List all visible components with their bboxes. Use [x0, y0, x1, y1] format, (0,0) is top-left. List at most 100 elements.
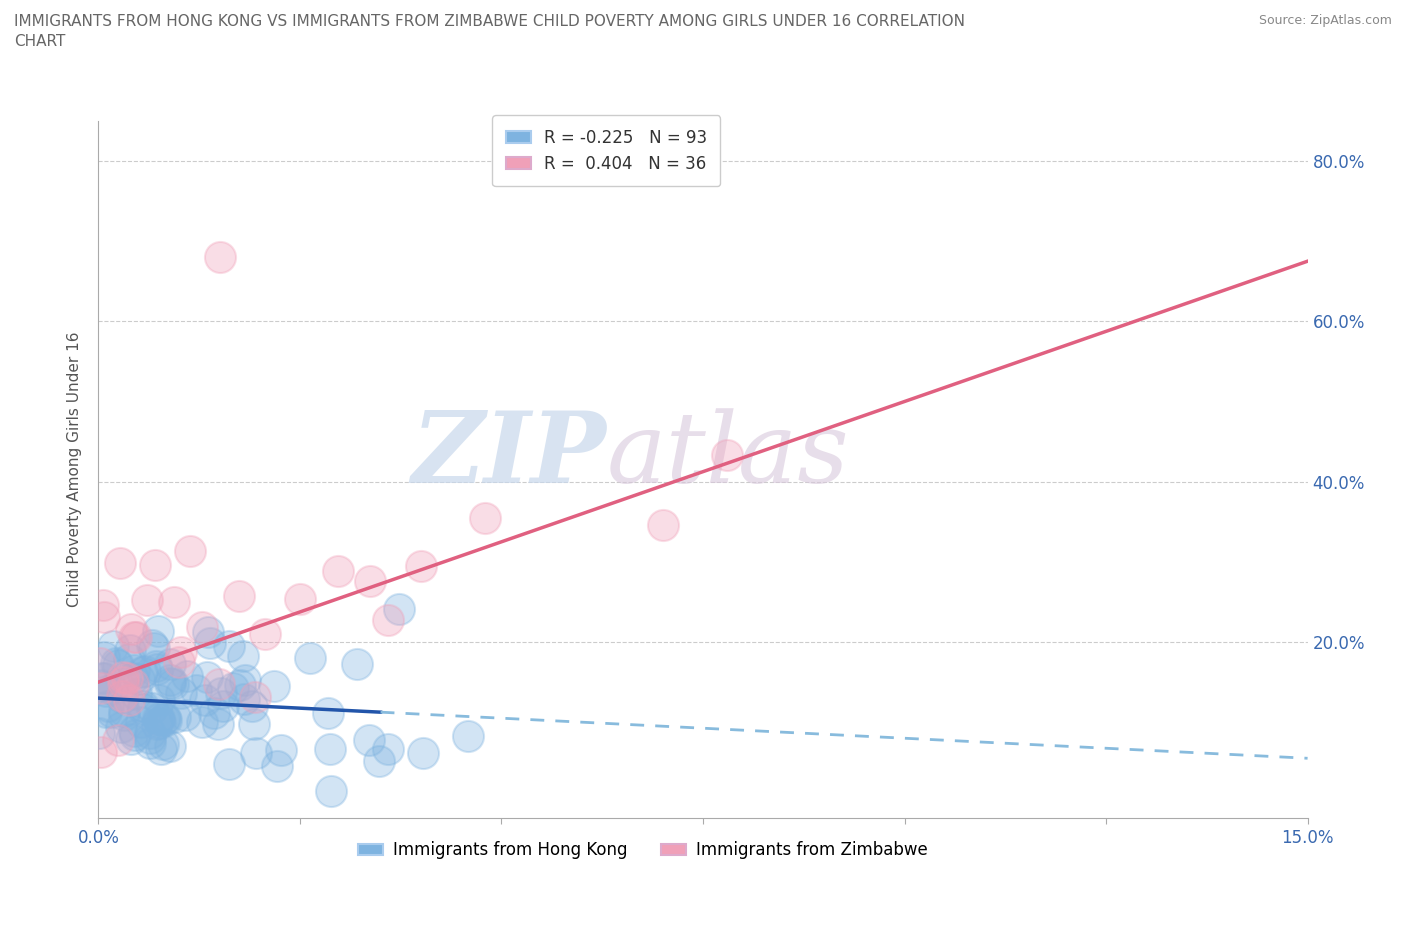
Point: [90, 681, 112, 696]
Y-axis label: Child Poverty Among Girls Under 16: Child Poverty Among Girls Under 16: [67, 332, 83, 607]
Point: [150, 742, 173, 757]
Point: [139, 726, 162, 741]
Point: [132, 698, 155, 713]
Point: [412, 746, 434, 761]
Point: [716, 448, 738, 463]
Point: [120, 621, 142, 636]
Point: [377, 613, 399, 628]
Point: [145, 658, 167, 673]
Point: [174, 708, 197, 723]
Point: [91, 671, 114, 685]
Point: [136, 592, 159, 607]
Point: [101, 705, 124, 720]
Point: [229, 677, 252, 692]
Point: [155, 711, 177, 726]
Point: [101, 638, 124, 653]
Point: [184, 683, 207, 698]
Point: [167, 655, 190, 670]
Point: [388, 602, 411, 617]
Point: [94, 684, 117, 698]
Point: [146, 711, 169, 725]
Point: [194, 693, 217, 708]
Point: [111, 688, 134, 703]
Point: [319, 741, 342, 756]
Point: [112, 704, 135, 719]
Point: [159, 657, 181, 671]
Point: [176, 669, 198, 684]
Point: [110, 555, 132, 570]
Point: [112, 708, 135, 723]
Point: [89, 725, 111, 740]
Point: [134, 663, 156, 678]
Point: [152, 737, 174, 751]
Point: [197, 625, 219, 640]
Point: [266, 758, 288, 773]
Point: [228, 589, 250, 604]
Point: [145, 661, 167, 676]
Point: [124, 727, 146, 742]
Point: [122, 662, 145, 677]
Point: [90, 745, 112, 760]
Point: [159, 672, 181, 687]
Point: [129, 714, 152, 729]
Point: [319, 784, 342, 799]
Point: [245, 746, 267, 761]
Point: [125, 687, 148, 702]
Point: [121, 676, 143, 691]
Point: [90, 677, 112, 692]
Point: [122, 630, 145, 644]
Point: [143, 641, 166, 656]
Point: [159, 738, 181, 753]
Legend: Immigrants from Hong Kong, Immigrants from Zimbabwe: Immigrants from Hong Kong, Immigrants fr…: [352, 834, 934, 866]
Point: [145, 717, 167, 732]
Point: [207, 716, 229, 731]
Point: [316, 705, 339, 720]
Point: [146, 624, 169, 639]
Point: [243, 716, 266, 731]
Point: [218, 757, 240, 772]
Point: [118, 693, 141, 708]
Point: [208, 677, 231, 692]
Point: [132, 701, 155, 716]
Point: [93, 650, 115, 665]
Point: [115, 671, 138, 685]
Point: [263, 679, 285, 694]
Point: [218, 639, 240, 654]
Point: [155, 712, 177, 727]
Point: [131, 665, 153, 680]
Point: [128, 671, 150, 686]
Point: [208, 250, 231, 265]
Point: [118, 651, 141, 666]
Point: [211, 698, 233, 713]
Point: [245, 690, 267, 705]
Point: [328, 564, 350, 578]
Point: [359, 573, 381, 588]
Point: [104, 656, 127, 671]
Point: [240, 698, 263, 713]
Point: [233, 672, 256, 687]
Point: [288, 591, 311, 606]
Point: [346, 657, 368, 671]
Point: [111, 674, 134, 689]
Point: [202, 706, 225, 721]
Point: [191, 714, 214, 729]
Point: [122, 724, 145, 738]
Point: [120, 732, 142, 747]
Point: [170, 644, 193, 659]
Point: [107, 658, 129, 672]
Point: [118, 643, 141, 658]
Point: [232, 648, 254, 663]
Point: [190, 619, 212, 634]
Text: Source: ZipAtlas.com: Source: ZipAtlas.com: [1258, 14, 1392, 27]
Point: [148, 711, 170, 726]
Point: [233, 692, 256, 707]
Point: [141, 700, 163, 715]
Point: [651, 517, 673, 532]
Point: [179, 544, 201, 559]
Point: [91, 598, 114, 613]
Point: [148, 692, 170, 707]
Point: [89, 656, 111, 671]
Point: [152, 711, 174, 726]
Point: [97, 698, 120, 713]
Point: [111, 670, 134, 684]
